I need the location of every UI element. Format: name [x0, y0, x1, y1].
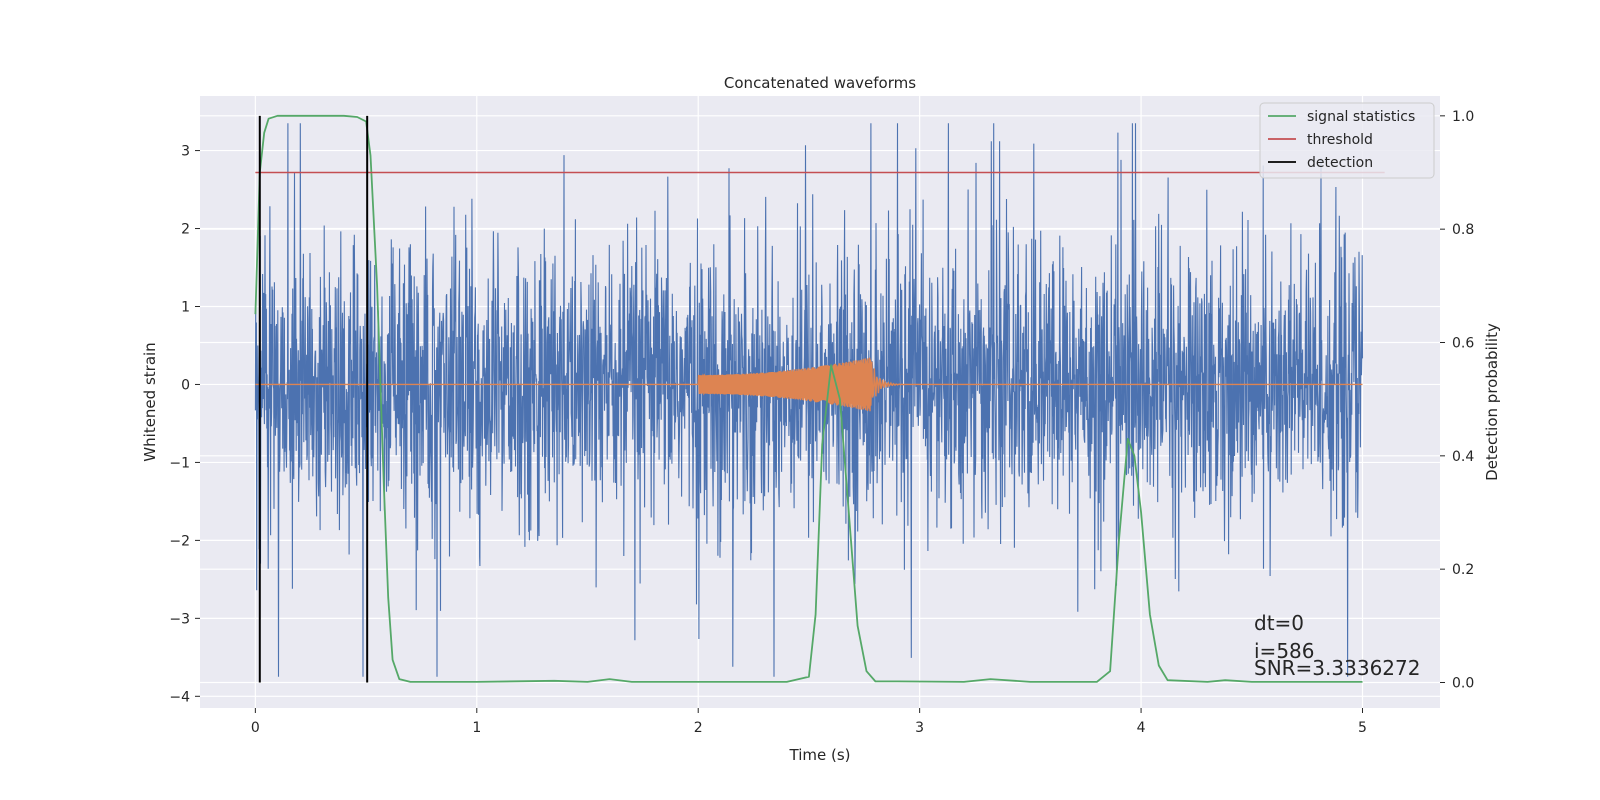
- y-tick-label: −1: [169, 455, 190, 471]
- y-tick-label: 2: [181, 222, 190, 238]
- chart-title: Concatenated waveforms: [724, 74, 916, 92]
- annotation-dt: dt=0: [1254, 611, 1304, 635]
- legend: signal statistics threshold detection: [1259, 102, 1435, 179]
- y-tick-label: −3: [169, 611, 190, 627]
- y-axis-label: Whitened strain: [141, 342, 159, 461]
- x-tick-label: 5: [1358, 720, 1367, 736]
- x-tick-label: 2: [694, 720, 703, 736]
- x-tick-label: 4: [1137, 720, 1146, 736]
- x-axis-label: Time (s): [789, 746, 851, 764]
- y-axis-right-label: Detection probability: [1483, 323, 1501, 481]
- y-tick-label: 1: [181, 299, 190, 315]
- y-tick-label: 0: [181, 377, 190, 393]
- legend-label-threshold: threshold: [1307, 132, 1373, 148]
- y-right-tick-label: 0.0: [1452, 676, 1474, 692]
- legend-label-detection: detection: [1307, 155, 1373, 171]
- y-right-tick-label: 1.0: [1452, 109, 1474, 125]
- y-tick-label: −4: [169, 689, 190, 705]
- annotation-index: i=586: [1254, 639, 1315, 663]
- y-tick-label: −2: [169, 533, 190, 549]
- y-right-tick-label: 0.2: [1452, 562, 1474, 578]
- y-right-tick-label: 0.4: [1452, 449, 1474, 465]
- y-right-tick-label: 0.8: [1452, 222, 1474, 238]
- x-tick-label: 0: [251, 720, 260, 736]
- y-right-tick-label: 0.6: [1452, 336, 1474, 352]
- legend-label-signal-statistics: signal statistics: [1307, 109, 1415, 125]
- series-layer: [254, 114, 1385, 683]
- x-tick-label: 1: [472, 720, 481, 736]
- template-series-line: [255, 357, 1363, 412]
- legend-box: [1259, 102, 1435, 179]
- x-tick-label: 3: [915, 720, 924, 736]
- y-tick-label: 3: [181, 144, 190, 160]
- signal-statistics-line: [254, 114, 1363, 683]
- tick-labels: 0 1 2 3 4 5 −4 −3 −2 −1 0 1 2 3 0.0 0.2 0.4 0.6 0.8 1.0: [169, 109, 1474, 736]
- noise-series-line: [254, 123, 1364, 677]
- annotation-snr: SNR=3.3336272: [1254, 656, 1420, 680]
